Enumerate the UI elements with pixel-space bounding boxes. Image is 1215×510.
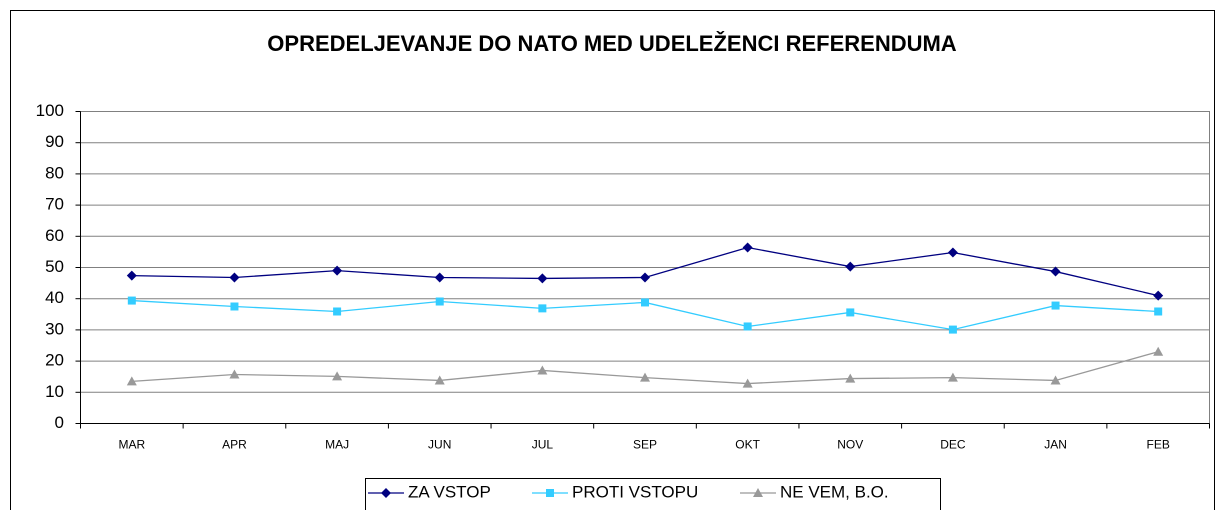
legend-label: PROTI VSTOPU — [572, 482, 698, 501]
chart-frame — [10, 10, 1215, 510]
chart-title: OPREDELJEVANJE DO NATO MED UDELEŽENCI RE… — [267, 31, 957, 56]
marker — [1154, 307, 1163, 316]
marker — [229, 272, 240, 283]
marker — [948, 325, 957, 334]
marker — [1153, 346, 1164, 356]
marker — [743, 322, 752, 331]
marker — [229, 369, 240, 379]
x-tick-label: SEP — [633, 438, 657, 452]
y-tick-label: 50 — [45, 257, 64, 276]
marker — [332, 265, 343, 276]
x-tick-label: OKT — [735, 438, 760, 452]
x-tick-label: JUL — [532, 438, 554, 452]
marker — [546, 489, 554, 497]
x-tick-label: JUN — [428, 438, 451, 452]
marker — [845, 373, 856, 383]
marker — [640, 372, 650, 382]
y-tick-label: 80 — [45, 163, 64, 182]
y-tick-label: 20 — [45, 351, 64, 370]
marker — [434, 375, 445, 385]
y-tick-label: 70 — [45, 195, 64, 214]
y-tick-label: 100 — [36, 101, 64, 120]
marker — [126, 376, 137, 386]
marker — [332, 371, 343, 381]
y-tick-label: 60 — [45, 226, 64, 245]
y-tick-label: 90 — [45, 132, 64, 151]
marker — [127, 296, 136, 305]
marker — [126, 270, 137, 281]
marker — [1051, 301, 1060, 310]
marker — [742, 242, 753, 253]
marker — [947, 247, 958, 258]
y-tick-label: 10 — [45, 382, 64, 401]
x-tick-label: DEC — [940, 438, 966, 452]
marker — [947, 372, 958, 382]
marker — [538, 304, 547, 313]
marker — [434, 272, 445, 283]
legend-label: NE VEM, B.O. — [780, 482, 889, 501]
marker — [846, 308, 855, 317]
marker — [537, 273, 548, 284]
marker — [1153, 290, 1164, 301]
x-tick-label: FEB — [1147, 438, 1170, 452]
x-tick-label: MAR — [118, 438, 145, 452]
marker — [1050, 375, 1061, 385]
marker — [1050, 266, 1061, 277]
legend — [365, 478, 941, 510]
marker — [753, 488, 763, 497]
y-tick-label: 0 — [55, 413, 64, 432]
x-tick-label: MAJ — [325, 438, 349, 452]
y-tick-label: 40 — [45, 288, 64, 307]
marker — [435, 297, 444, 306]
marker — [333, 307, 342, 316]
legend-label: ZA VSTOP — [408, 482, 491, 501]
marker — [640, 272, 650, 283]
marker — [537, 365, 548, 375]
y-tick-label: 30 — [45, 319, 64, 338]
series-line — [131, 246, 1159, 297]
marker — [845, 261, 856, 272]
marker — [641, 298, 649, 307]
x-tick-label: APR — [222, 438, 247, 452]
marker — [230, 302, 239, 311]
marker — [381, 488, 391, 498]
x-tick-label: JAN — [1044, 438, 1067, 452]
x-tick-label: NOV — [837, 438, 863, 452]
marker — [742, 378, 753, 388]
